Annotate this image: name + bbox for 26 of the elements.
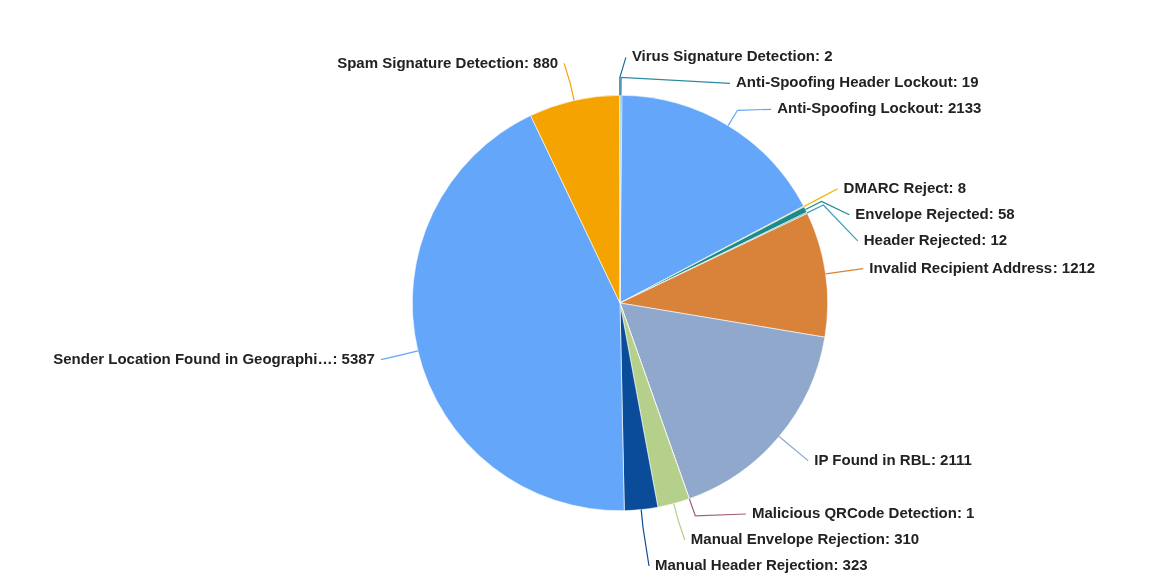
slice-label: IP Found in RBL (814, 451, 931, 469)
slice-label: Virus Signature Detection (631, 47, 815, 65)
slice-label: Manual Header Rejection (655, 556, 834, 574)
slice-label: Manual Envelope Rejection (690, 530, 886, 548)
slice-label: Envelope Rejected (855, 204, 989, 222)
slice-label: Sender Location Found in Geographi… (53, 349, 333, 367)
data-label: : 5387 (332, 349, 375, 367)
data-label: : 310 (885, 530, 920, 548)
data-label: : 1212 (1052, 258, 1096, 276)
data-label: : 2 (814, 47, 833, 65)
data-label: : 58 (988, 204, 1015, 222)
slice-label: Anti-Spoofing Header Lockout (736, 73, 953, 91)
data-label: : 1 (956, 504, 975, 522)
slice-label: DMARC Reject (843, 178, 949, 196)
slice-label: Spam Signature Detection (337, 53, 524, 71)
data-label: : 2111 (930, 451, 972, 469)
data-label: : 880 (523, 53, 559, 71)
slice-label: Header Rejected (863, 230, 982, 248)
slice-label: Malicious QRCode Detection (751, 504, 957, 522)
data-label: : 19 (952, 73, 979, 91)
slice-label: Invalid Recipient Address (869, 258, 1053, 276)
data-label: : 323 (833, 556, 868, 574)
slice-label: Anti-Spoofing Lockout (777, 99, 939, 117)
data-label: : 2133 (938, 99, 982, 117)
data-label: : 8 (948, 178, 967, 196)
data-label: : 12 (981, 230, 1008, 248)
